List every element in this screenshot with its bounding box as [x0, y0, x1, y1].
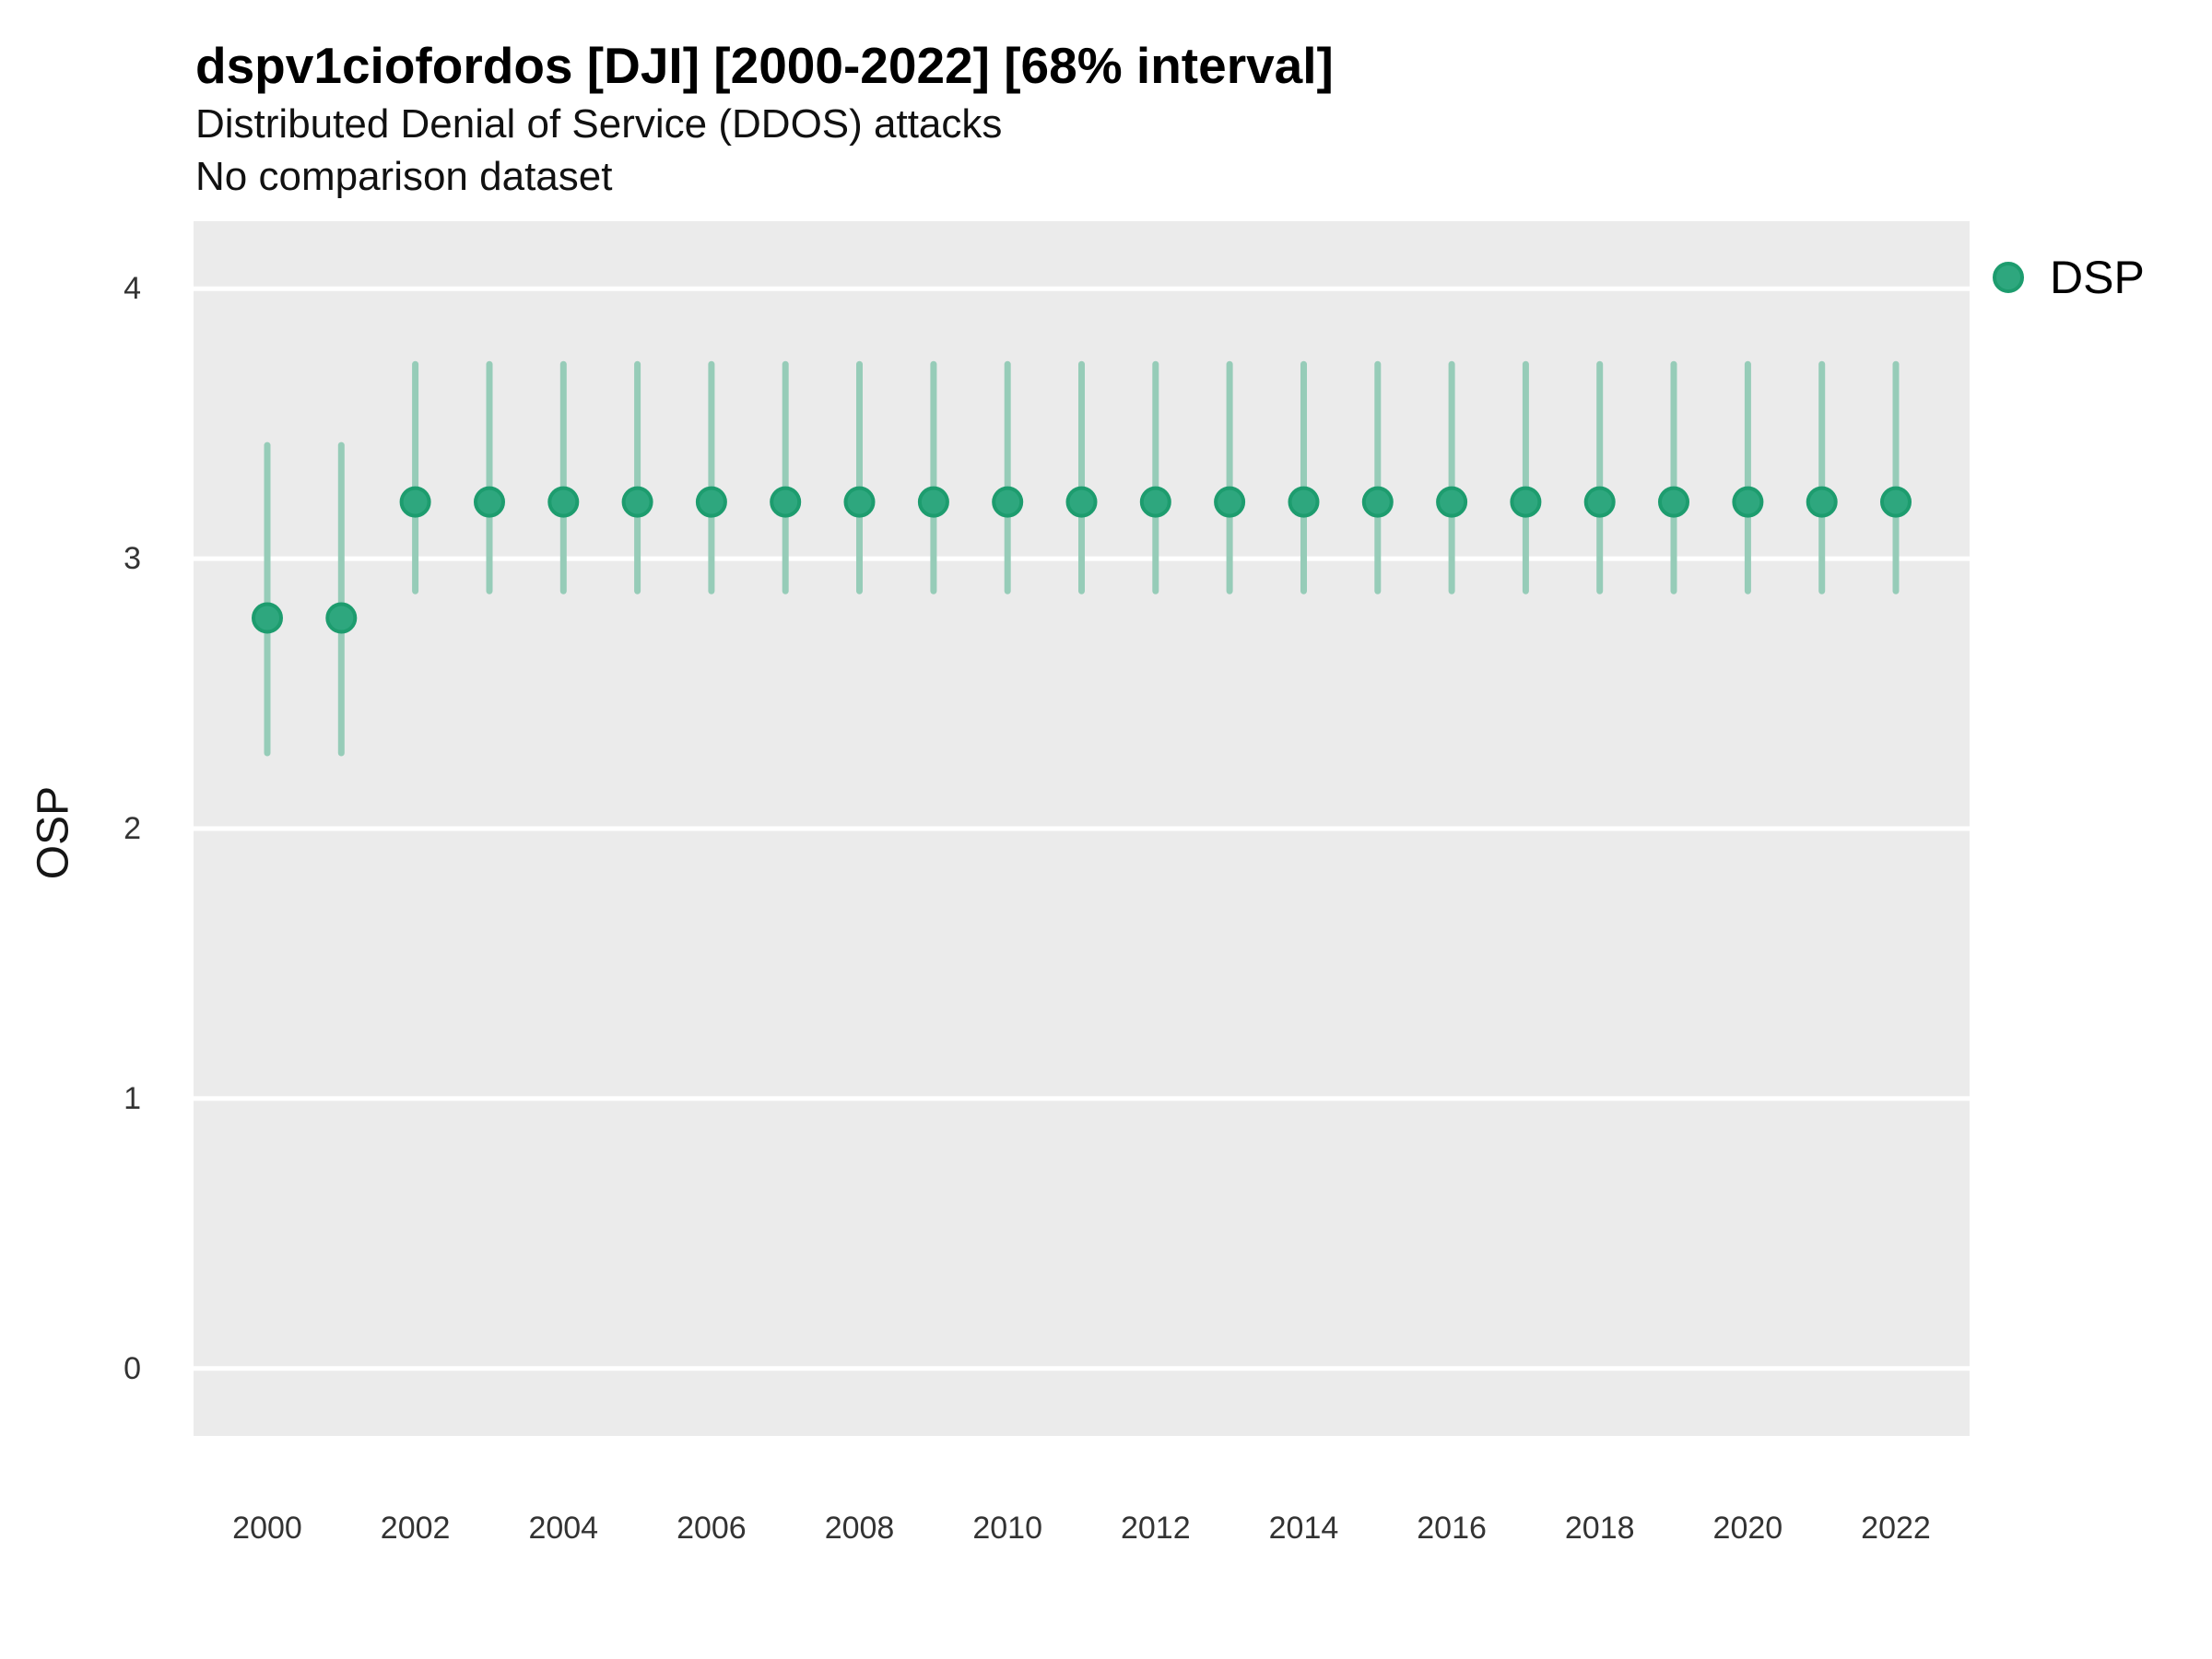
- x-tick-label-2016: 2016: [1417, 1511, 1487, 1546]
- legend-label: DSP: [2050, 252, 2145, 303]
- data-point-2019: [1658, 486, 1689, 518]
- x-tick-label-2008: 2008: [824, 1511, 895, 1546]
- x-tick-label-2006: 2006: [677, 1511, 747, 1546]
- x-tick-label-2004: 2004: [528, 1511, 599, 1546]
- chart-header: dspv1ciofordos [DJI] [2000-2022] [68% in…: [195, 37, 1334, 203]
- y-tick-label-1: 1: [124, 1080, 141, 1116]
- chart-title: dspv1ciofordos [DJI] [2000-2022] [68% in…: [195, 37, 1334, 94]
- data-point-2013: [1214, 486, 1246, 518]
- y-tick-label-0: 0: [124, 1350, 141, 1386]
- data-point-2021: [1806, 486, 1838, 518]
- data-point-2018: [1583, 486, 1616, 518]
- x-tick-label-2020: 2020: [1712, 1511, 1783, 1546]
- data-point-2000: [252, 602, 283, 634]
- data-point-2001: [325, 602, 358, 634]
- data-point-2016: [1436, 486, 1468, 518]
- x-tick-label-2012: 2012: [1120, 1511, 1191, 1546]
- data-point-2014: [1288, 486, 1320, 518]
- chart-canvas: [194, 286, 1970, 1371]
- data-point-2015: [1361, 486, 1394, 518]
- y-tick-label-3: 3: [124, 541, 141, 577]
- x-tick-label-2010: 2010: [972, 1511, 1042, 1546]
- data-point-2004: [547, 486, 580, 518]
- x-tick-label-2000: 2000: [232, 1511, 302, 1546]
- data-point-2006: [695, 486, 727, 518]
- chart-subtitle: Distributed Denial of Service (DDOS) att…: [195, 101, 1003, 147]
- y-tick-label-4: 4: [124, 271, 141, 307]
- data-point-2022: [1880, 486, 1912, 518]
- legend: DSP: [1993, 251, 2145, 304]
- x-tick-label-2022: 2022: [1861, 1511, 1931, 1546]
- data-point-2007: [770, 486, 802, 518]
- data-point-2010: [992, 486, 1024, 518]
- data-point-2002: [399, 486, 431, 518]
- plot-panel: [194, 221, 1970, 1436]
- data-point-2012: [1139, 486, 1171, 518]
- x-tick-label-2018: 2018: [1564, 1511, 1635, 1546]
- chart-note: No comparison dataset: [195, 154, 613, 199]
- data-point-2005: [621, 486, 653, 518]
- x-tick-label-2002: 2002: [380, 1511, 451, 1546]
- data-point-2017: [1510, 486, 1542, 518]
- y-tick-label-2: 2: [124, 811, 141, 846]
- x-tick-label-2014: 2014: [1268, 1511, 1339, 1546]
- data-point-2011: [1065, 486, 1098, 518]
- data-point-2003: [474, 486, 505, 518]
- data-point-2020: [1732, 486, 1764, 518]
- data-point-2008: [843, 486, 876, 518]
- data-point-2009: [917, 486, 949, 518]
- legend-point-icon: [1993, 262, 2024, 293]
